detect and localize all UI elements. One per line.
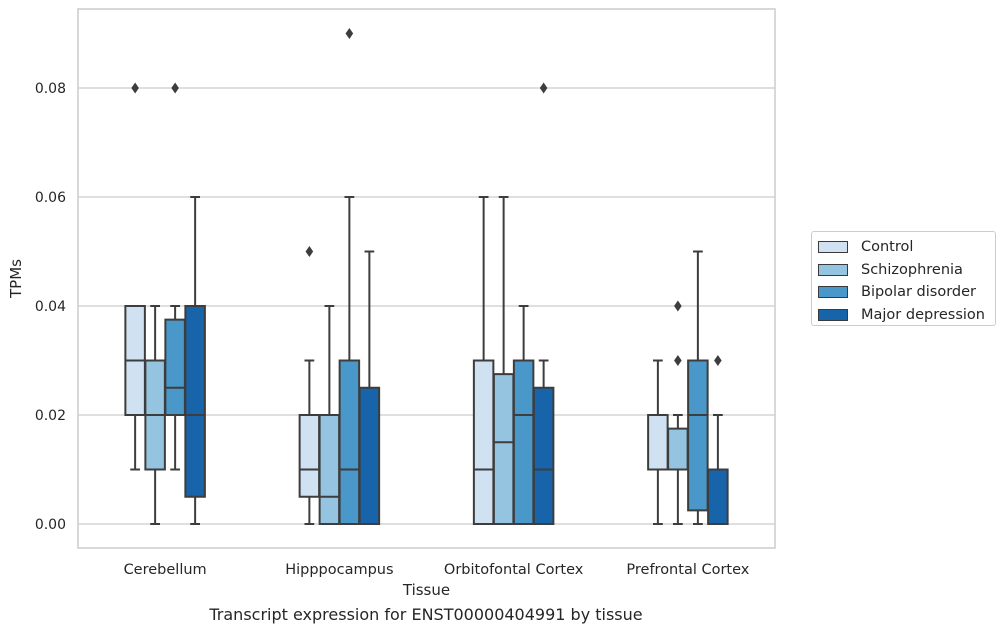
legend-label-control: Control	[861, 239, 914, 256]
outlier-point	[171, 82, 179, 94]
box	[707, 468, 729, 525]
legend-item-control: Control	[818, 236, 995, 259]
legend-item-schizophrenia: Schizophrenia	[818, 259, 995, 282]
legend-swatch-schizophrenia	[818, 263, 848, 276]
legend-item-bipolar-disorder: Bipolar disorder	[818, 281, 995, 304]
outlier-point	[674, 300, 682, 312]
y-tick-label: 0.00	[35, 517, 66, 533]
box	[318, 414, 341, 525]
box	[164, 318, 186, 416]
legend-label-bipolar-disorder: Bipolar disorder	[861, 284, 976, 301]
box	[532, 386, 555, 525]
legend-swatch-control	[818, 241, 848, 254]
legend-item-major-depression: Major depression	[818, 304, 995, 327]
legend-swatch-bipolar-disorder	[818, 286, 848, 299]
x-tick-label: Prefrontal Cortex	[626, 562, 749, 578]
x-axis-label: Tissue	[402, 581, 450, 599]
box	[647, 414, 669, 471]
box	[512, 359, 535, 525]
outlier-point	[345, 28, 354, 39]
box	[184, 305, 206, 498]
plot-frame	[77, 8, 776, 549]
box	[472, 359, 495, 525]
outlier-point	[674, 355, 682, 366]
y-tick-label: 0.08	[35, 81, 66, 97]
legend-swatch-major-depression	[818, 308, 848, 321]
legend: Control Schizophrenia Bipolar disorder M…	[811, 231, 996, 326]
y-tick-label: 0.04	[35, 299, 66, 315]
box	[492, 373, 515, 525]
legend-label-major-depression: Major depression	[861, 306, 985, 323]
box	[298, 414, 321, 498]
legend-label-schizophrenia: Schizophrenia	[861, 261, 963, 278]
y-tick-label: 0.06	[35, 190, 66, 206]
x-tick-label: Orbitofontal Cortex	[444, 562, 584, 578]
x-tick-label: Hipppocampus	[285, 562, 393, 578]
x-tick-label: Cerebellum	[124, 562, 207, 578]
outlier-point	[131, 82, 139, 94]
box	[667, 427, 689, 471]
box	[338, 359, 361, 525]
outlier-point	[714, 355, 722, 366]
figure-caption: Transcript expression for ENST0000040499…	[209, 605, 643, 624]
outlier-point	[305, 246, 314, 257]
y-axis-label: TPMs	[7, 259, 25, 299]
box	[687, 359, 709, 512]
box	[358, 386, 381, 525]
outlier-point	[539, 82, 548, 94]
y-tick-label: 0.02	[35, 408, 66, 424]
